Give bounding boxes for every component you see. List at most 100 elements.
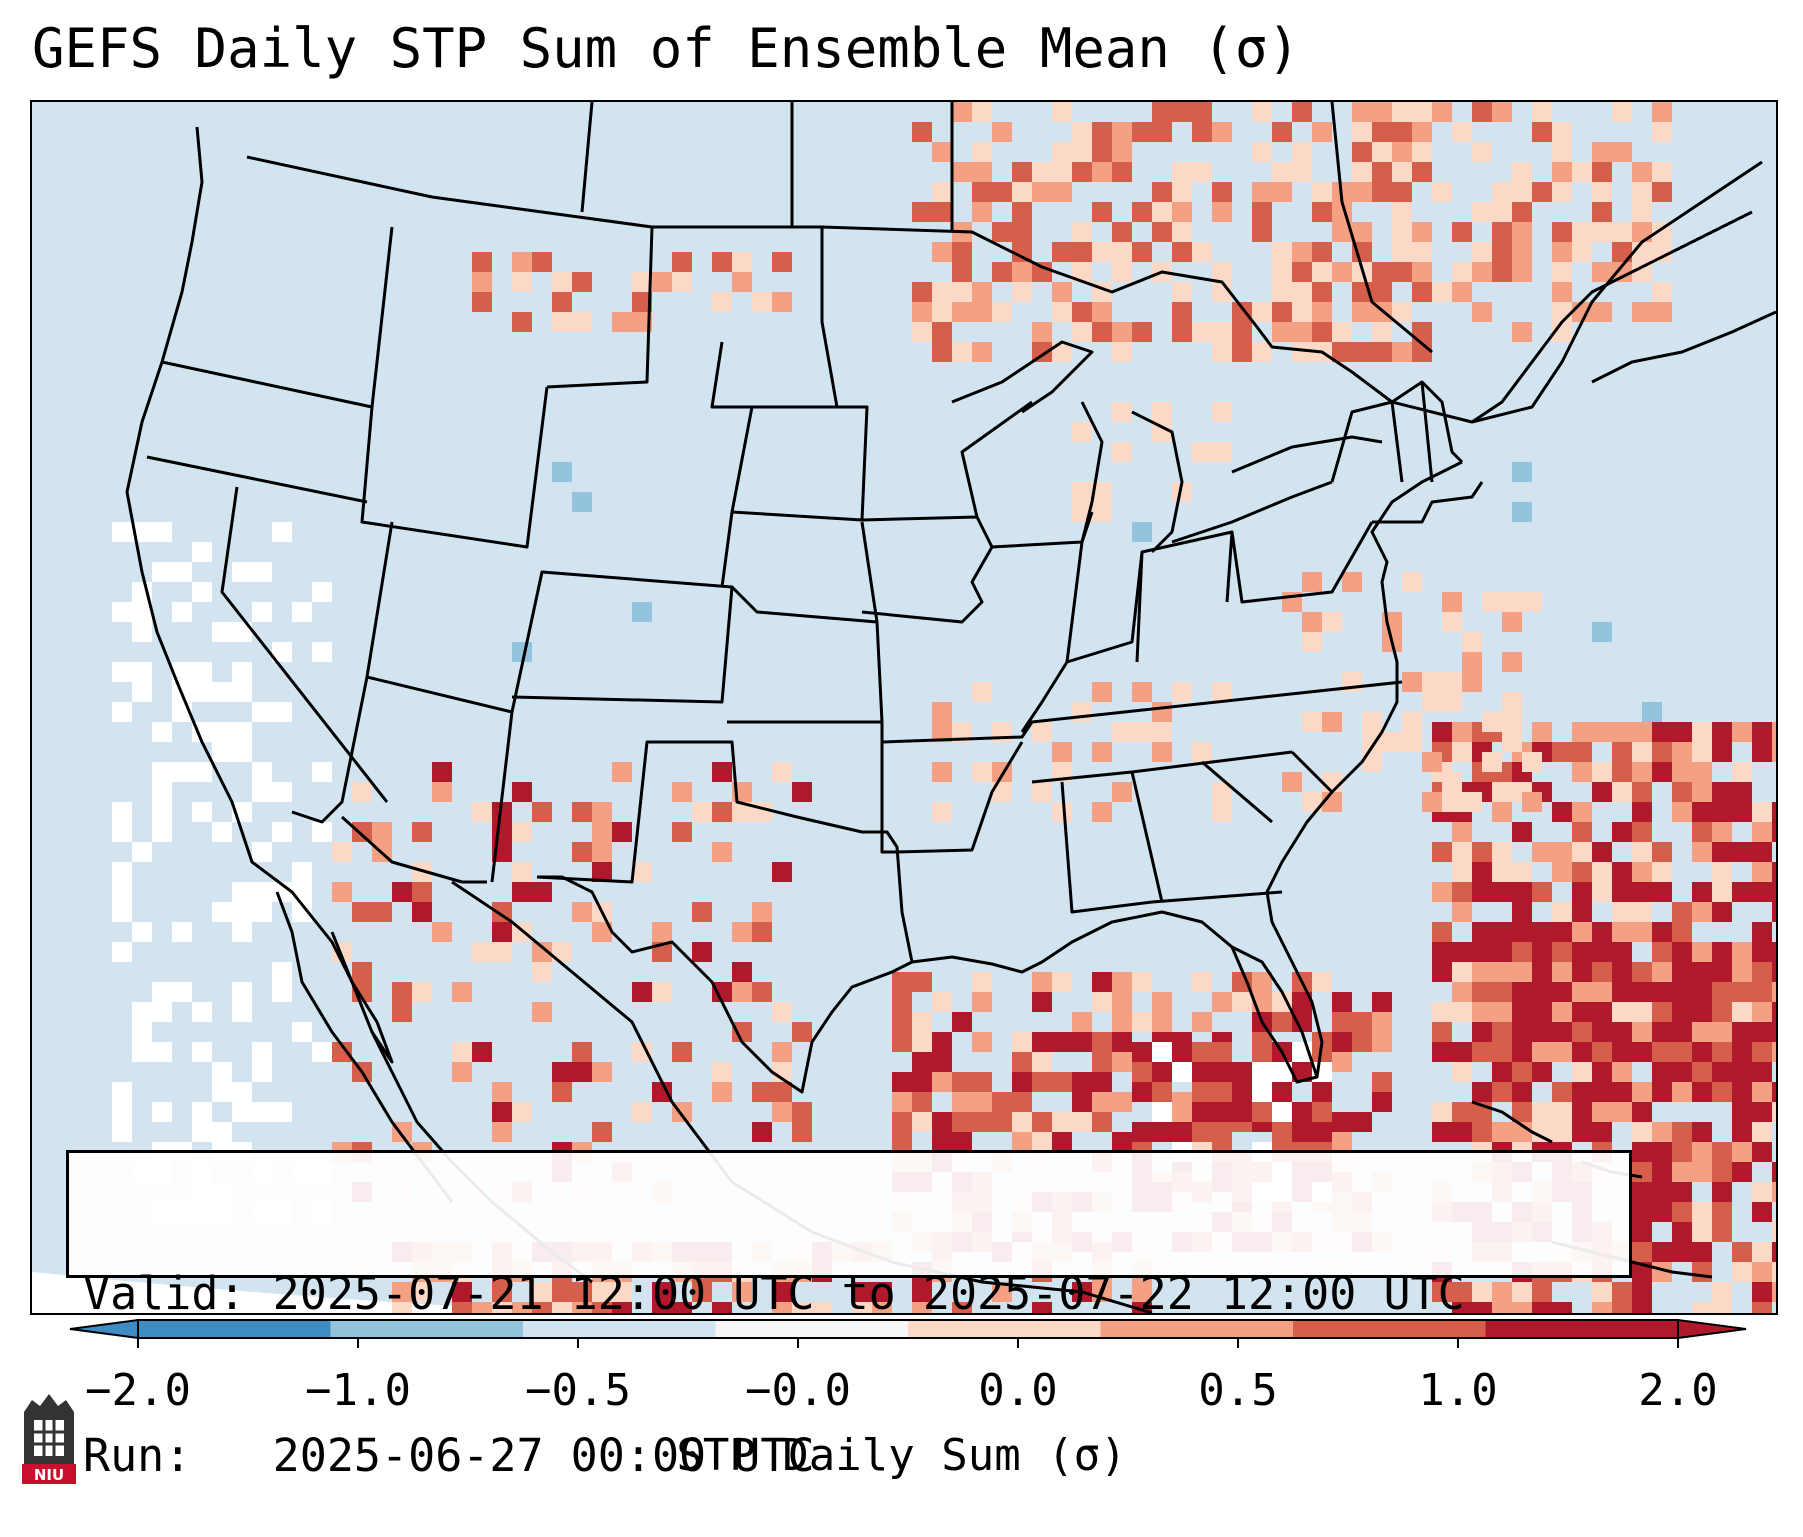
- stp-cell: [192, 1102, 212, 1122]
- stp-cell: [1472, 242, 1492, 262]
- stp-cell: [1402, 732, 1422, 752]
- stp-cell: [1652, 762, 1672, 782]
- stp-cell: [1402, 712, 1422, 732]
- stp-cell: [1272, 1012, 1292, 1032]
- stp-cell: [592, 1282, 612, 1302]
- stp-cell: [1592, 222, 1612, 242]
- stp-cell: [232, 882, 252, 902]
- stp-cell: [772, 252, 792, 272]
- stp-cell: [1492, 262, 1512, 282]
- stp-cell: [1172, 1042, 1192, 1062]
- stp-cell: [1292, 322, 1312, 342]
- stp-cell: [1412, 222, 1432, 242]
- stp-cell: [1692, 1262, 1712, 1282]
- stp-cell: [1112, 162, 1132, 182]
- stp-cell: [1452, 882, 1472, 902]
- stp-cell: [1712, 1022, 1732, 1042]
- stp-cell: [1452, 1002, 1472, 1022]
- stp-cell: [1692, 962, 1712, 982]
- stp-cell: [1072, 1092, 1092, 1112]
- stp-cell: [1032, 1112, 1052, 1132]
- stp-cell: [972, 302, 992, 322]
- stp-cell: [1772, 822, 1776, 842]
- stp-cell: [1092, 142, 1112, 162]
- stp-cell: [1232, 1082, 1252, 1102]
- stp-cell: [312, 582, 332, 602]
- stp-cell: [932, 1032, 952, 1052]
- stp-cell: [332, 882, 352, 902]
- stp-cell: [212, 1062, 232, 1082]
- stp-cell: [572, 492, 592, 512]
- stp-cell: [1472, 142, 1492, 162]
- stp-cell: [1612, 1022, 1632, 1042]
- stp-cell: [1752, 1062, 1772, 1082]
- stp-cell: [532, 802, 552, 822]
- stp-cell: [1152, 992, 1172, 1012]
- stp-cell: [1412, 162, 1432, 182]
- stp-cell: [1432, 1002, 1452, 1022]
- stp-cell: [232, 1082, 252, 1102]
- stp-cell: [1652, 1182, 1672, 1202]
- stp-cell: [632, 1102, 652, 1122]
- stp-cell: [1452, 862, 1472, 882]
- canada-province-borders: [580, 102, 1433, 354]
- stp-cell: [1492, 202, 1512, 222]
- stp-cell: [1732, 982, 1752, 1002]
- stp-cell: [1492, 1082, 1512, 1102]
- stp-cell: [1492, 102, 1512, 122]
- stp-cell: [212, 742, 232, 762]
- stp-cell: [112, 1082, 132, 1102]
- stp-cell: [1232, 1062, 1252, 1082]
- logo-badge: [22, 1464, 76, 1484]
- stp-cell: [1752, 1022, 1772, 1042]
- stp-cell: [712, 802, 732, 822]
- stp-cell: [1652, 862, 1672, 882]
- stp-cell: [1452, 1302, 1472, 1313]
- stp-cell: [592, 862, 612, 882]
- stp-cell: [672, 1042, 692, 1062]
- stp-cell: [1252, 1082, 1272, 1102]
- stp-cell: [1032, 262, 1052, 282]
- stp-cell: [1632, 1222, 1652, 1242]
- stp-cell: [632, 862, 652, 882]
- projection-edge: [32, 1272, 592, 1313]
- stp-cell: [1752, 1202, 1772, 1222]
- stp-cell: [1552, 962, 1572, 982]
- stp-cell: [1712, 1182, 1732, 1202]
- stp-cell: [1712, 722, 1732, 742]
- stp-cell: [1112, 1052, 1132, 1072]
- colorbar-label: STP Daily Sum (σ): [676, 1430, 1127, 1481]
- stp-cell: [192, 582, 212, 602]
- stp-cell: [1292, 142, 1312, 162]
- stp-cell: [152, 982, 172, 1002]
- stp-cell: [1772, 742, 1776, 762]
- stp-cell: [1592, 182, 1612, 202]
- stp-cell: [612, 1302, 632, 1313]
- stp-cell: [1592, 162, 1612, 182]
- stp-cell: [272, 1102, 292, 1122]
- stp-cell: [1272, 1102, 1292, 1122]
- stp-cell: [552, 1082, 572, 1102]
- stp-cell: [1652, 722, 1672, 742]
- stp-cell: [1372, 992, 1392, 1012]
- stp-cell: [752, 1082, 772, 1102]
- stp-cell: [1212, 1042, 1232, 1062]
- stp-cell: [712, 1302, 732, 1313]
- stp-cell: [472, 802, 492, 822]
- stp-cell: [412, 902, 432, 922]
- stp-cell: [1352, 1012, 1372, 1032]
- stp-cell: [1672, 982, 1692, 1002]
- stp-cell: [1292, 1102, 1312, 1122]
- stp-cell: [212, 822, 232, 842]
- stp-cell: [492, 1122, 512, 1142]
- stp-cell: [972, 182, 992, 202]
- stp-cell: [1442, 772, 1462, 792]
- stp-cell: [1012, 162, 1032, 182]
- stp-cell: [712, 762, 732, 782]
- stp-cell: [1732, 722, 1752, 742]
- stp-cell: [1612, 1082, 1632, 1102]
- stp-cell: [1072, 702, 1092, 722]
- stp-cell: [492, 1302, 512, 1313]
- stp-cell: [172, 602, 192, 622]
- stp-cell: [452, 982, 472, 1002]
